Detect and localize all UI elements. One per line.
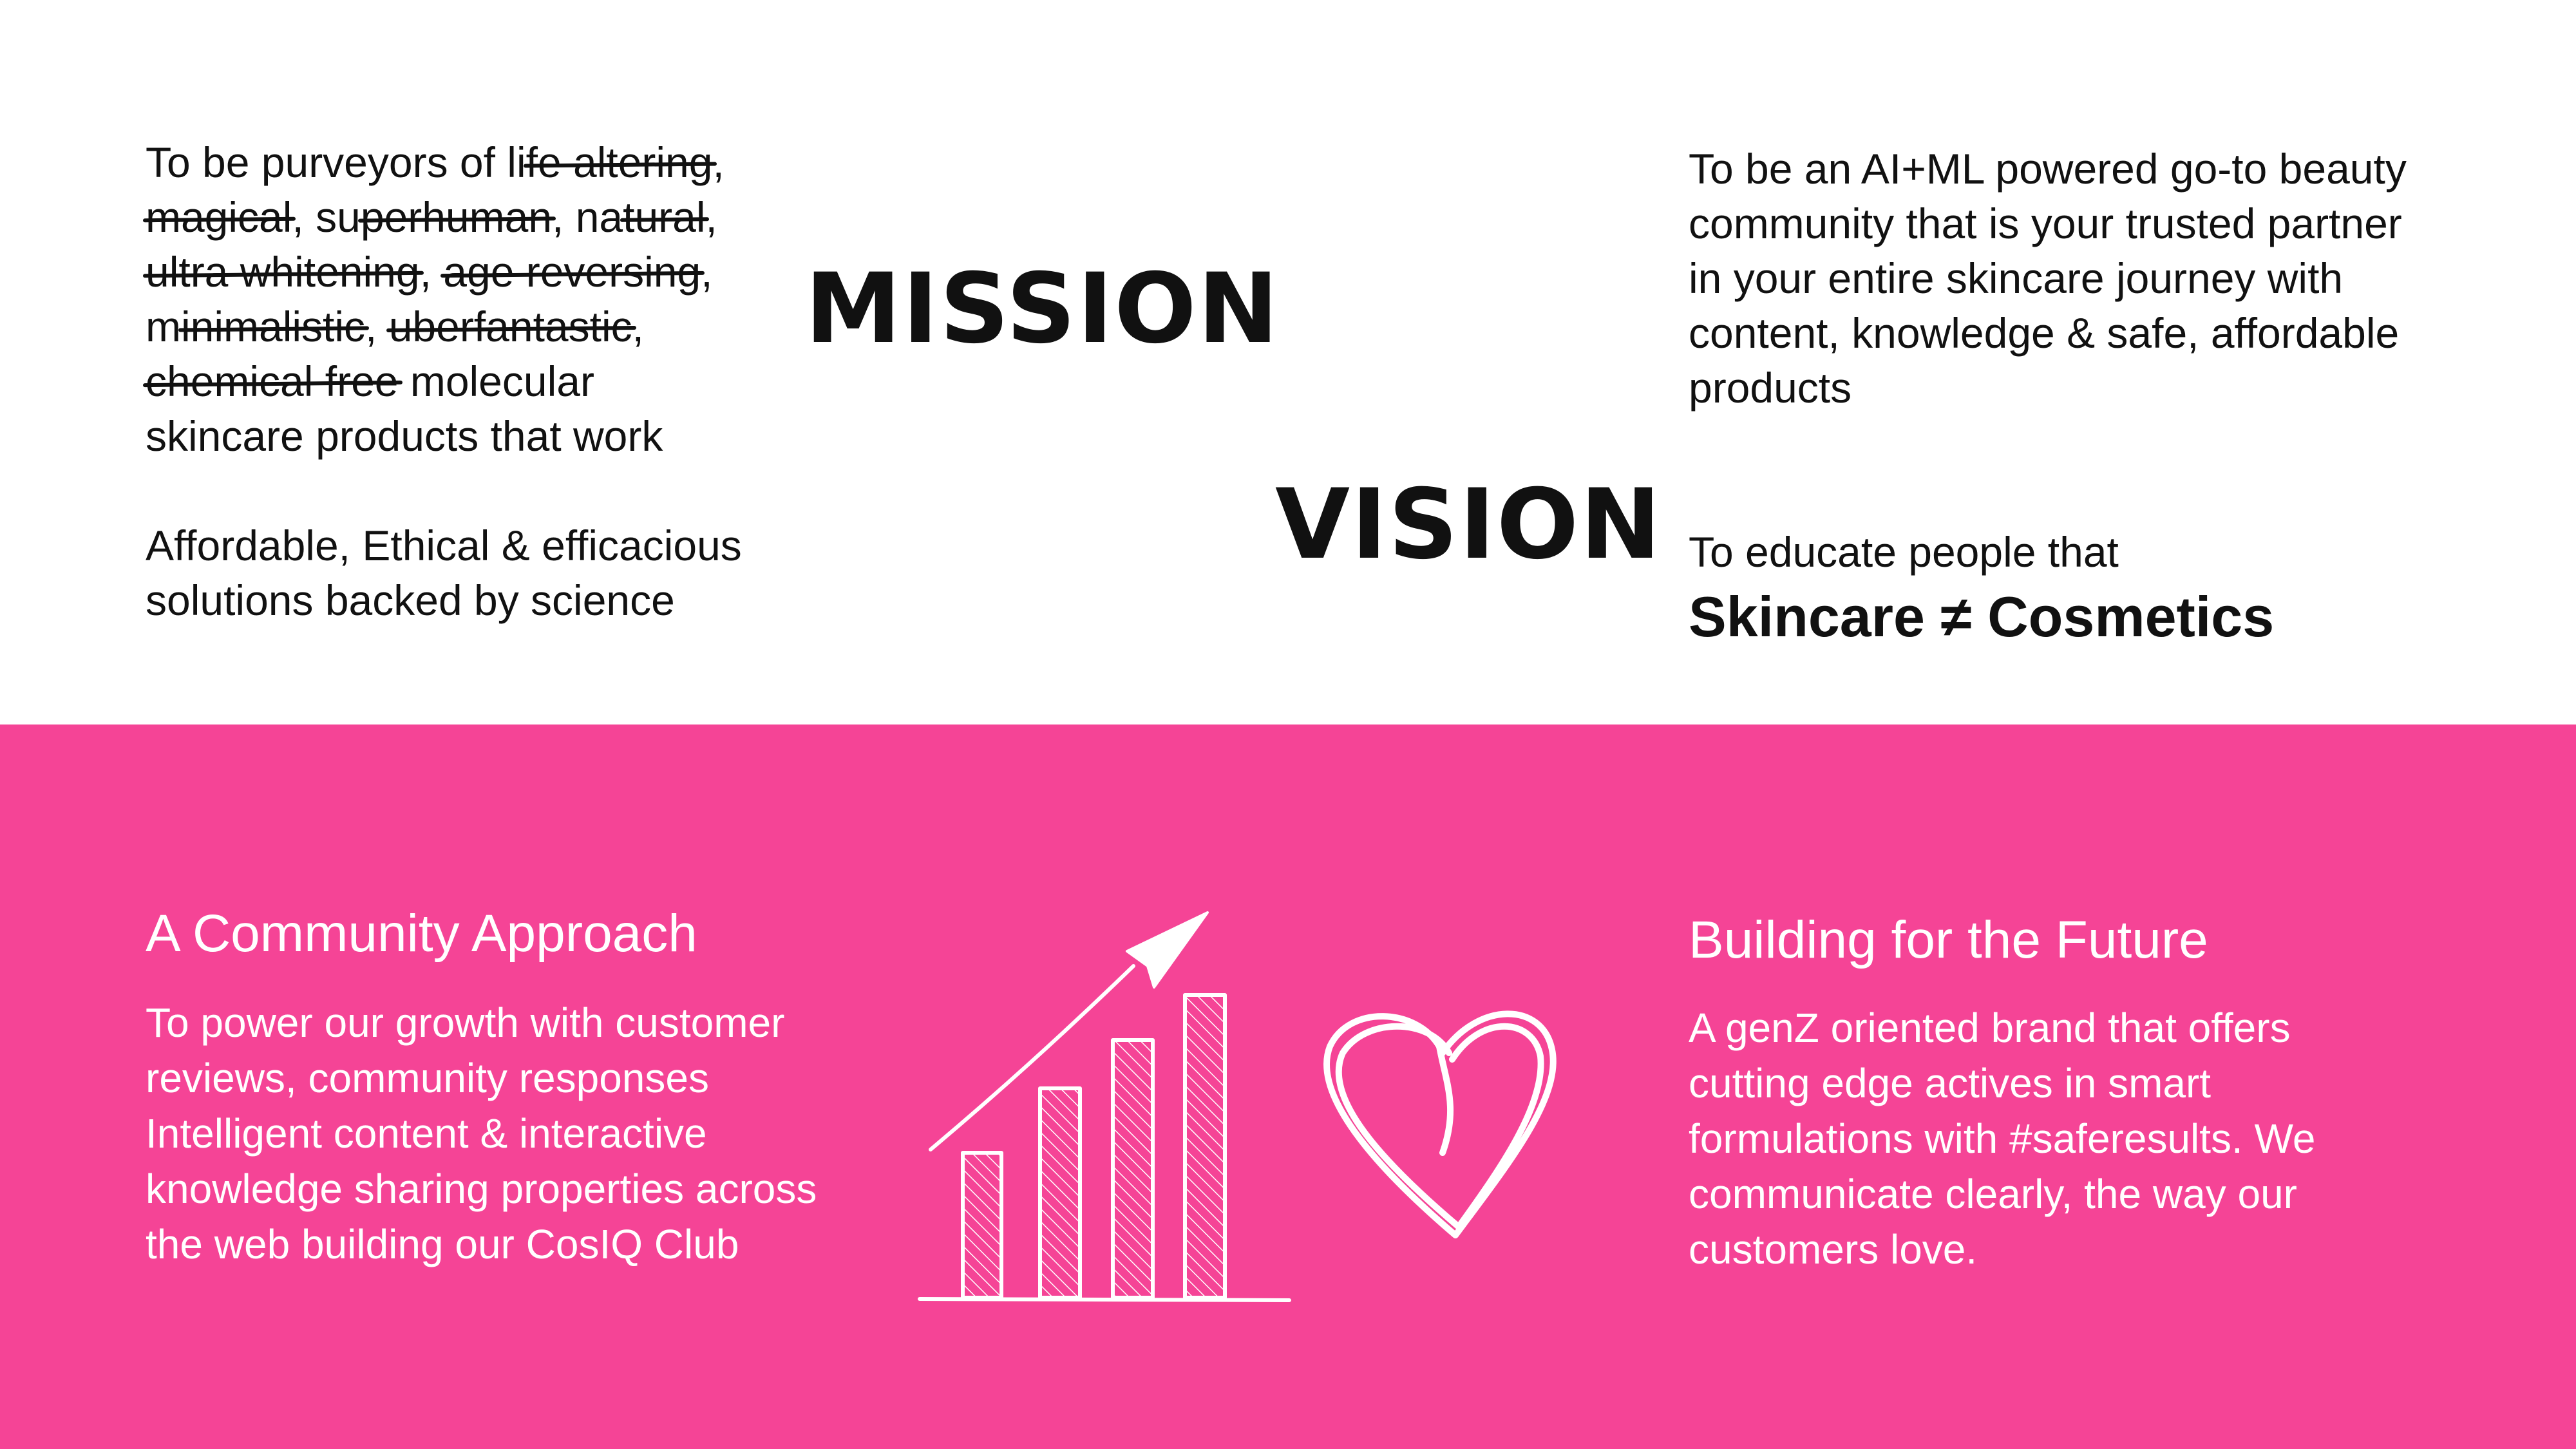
struck-word: perhuman: [360, 193, 553, 241]
bottom-section: A Community Approach To power our growth…: [0, 724, 2576, 1449]
community-text: To power our growth with customer review…: [146, 995, 886, 1272]
future-line: customers love.: [1689, 1226, 1978, 1273]
future-text: A genZ oriented brand that offers cuttin…: [1689, 1000, 2461, 1277]
top-section: To be purveyors of life altering, magica…: [0, 0, 2576, 724]
vision-line: community that is your trusted partner: [1689, 200, 2402, 247]
community-title: A Community Approach: [146, 904, 697, 963]
mission-line-6: skincare products that work: [146, 412, 663, 460]
future-title: Building for the Future: [1689, 911, 2208, 969]
struck-word: inimalistic: [180, 303, 366, 350]
future-line: communicate clearly, the way our: [1689, 1171, 2297, 1217]
vision-line: in your entire skincare journey with: [1689, 254, 2344, 302]
future-line: A genZ oriented brand that offers: [1689, 1005, 2291, 1051]
struck-word: ultra whitening: [146, 248, 420, 296]
mission-heading: MISSION: [805, 253, 1280, 365]
vision-heading: VISION: [1275, 469, 1662, 581]
community-line: reviews, community responses: [146, 1055, 709, 1101]
community-line: the web building our CosIQ Club: [146, 1221, 739, 1267]
mission-line-3: ultra whitening, age reversing,: [146, 248, 713, 296]
vision-statement: To be an AI+ML powered go-to beauty comm…: [1689, 142, 2448, 415]
educate-text: To educate people that: [1689, 528, 2119, 576]
skincare-not-cosmetics: Skincare ≠ Cosmetics: [1689, 585, 2275, 649]
mission-line-5: chemical free molecular: [146, 357, 594, 405]
growth-chart-sketch-icon: [918, 911, 1291, 1302]
struck-word: fe altering: [526, 138, 713, 186]
mission-line-2: magical, superhuman, natural,: [146, 193, 717, 241]
mission-line-8: solutions backed by science: [146, 576, 675, 624]
struck-word: magical: [146, 193, 292, 241]
mission-line-1: To be purveyors of life altering,: [146, 138, 724, 186]
struck-word: tural: [623, 193, 706, 241]
vision-line: products: [1689, 364, 1852, 412]
mission-line-7: Affordable, Ethical & efficacious: [146, 522, 742, 569]
heart-sketch-icon: [1323, 1010, 1557, 1238]
struck-word: chemical free: [146, 357, 399, 405]
struck-word: age reversing: [443, 248, 701, 296]
mission-statement: To be purveyors of life altering, magica…: [146, 135, 828, 628]
vision-line: To be an AI+ML powered go-to beauty: [1689, 145, 2407, 193]
mission-line-4: minimalistic, uberfantastic,: [146, 303, 644, 350]
future-line: cutting edge actives in smart: [1689, 1060, 2211, 1106]
struck-word: uberfantastic: [388, 303, 632, 350]
vision-line: content, knowledge & safe, affordable: [1689, 309, 2400, 357]
community-line: Intelligent content & interactive: [146, 1110, 707, 1157]
community-line: To power our growth with customer: [146, 999, 785, 1046]
future-line: formulations with #saferesults. We: [1689, 1115, 2316, 1162]
community-line: knowledge sharing properties across: [146, 1166, 817, 1212]
